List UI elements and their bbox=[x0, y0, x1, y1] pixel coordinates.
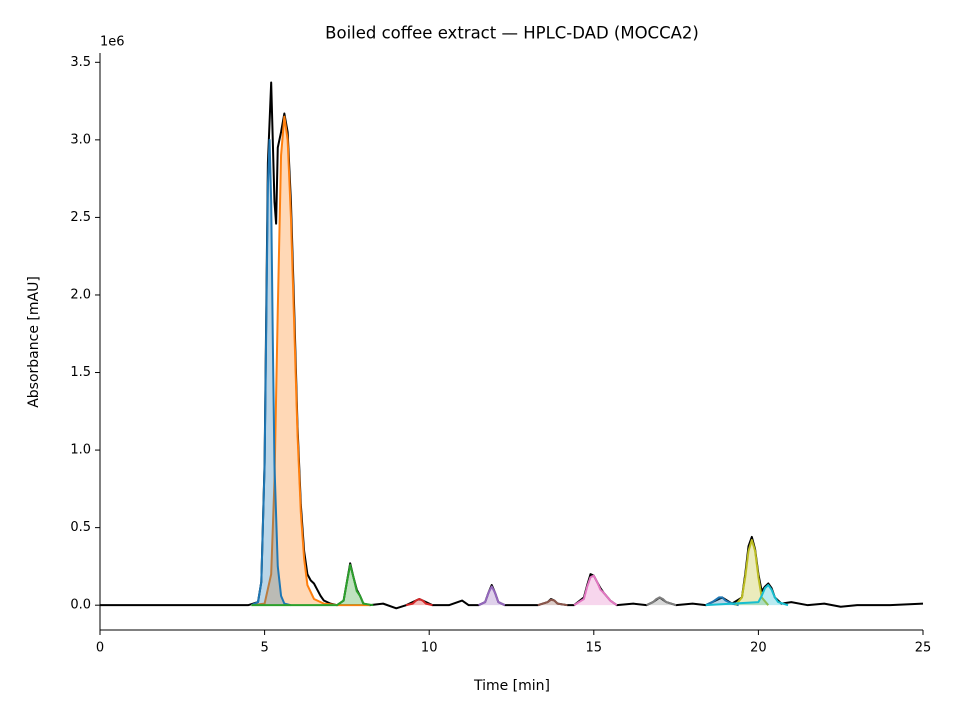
peak-line bbox=[705, 584, 789, 607]
peak-line bbox=[251, 138, 292, 607]
peak-area bbox=[251, 564, 374, 606]
peak-line bbox=[573, 574, 618, 607]
peak-area bbox=[251, 116, 370, 606]
peak-line bbox=[646, 596, 677, 607]
peak-line bbox=[251, 563, 374, 607]
peak-line bbox=[405, 597, 433, 607]
peak-line bbox=[251, 115, 370, 607]
x-tick-label: 0 bbox=[96, 641, 104, 656]
chart-title: Boiled coffee extract — HPLC-DAD (MOCCA2… bbox=[325, 24, 699, 43]
y-tick-label: 1.0 bbox=[70, 443, 91, 458]
y-axis-label: Absorbance [mAU] bbox=[26, 276, 42, 408]
chromatogram-line bbox=[100, 81, 924, 610]
x-tick-label: 20 bbox=[750, 641, 767, 656]
x-tick-label: 5 bbox=[260, 641, 268, 656]
y-tick-label: 0.0 bbox=[70, 598, 91, 613]
y-tick-label: 3.5 bbox=[70, 55, 91, 70]
peak-area bbox=[478, 586, 505, 606]
y-tick-label: 3.0 bbox=[70, 132, 91, 147]
peak-area bbox=[705, 585, 789, 606]
y-tick-label: 0.5 bbox=[70, 520, 91, 535]
peak-line bbox=[478, 585, 506, 607]
y-tick-label: 1.5 bbox=[70, 365, 91, 380]
x-tick-label: 25 bbox=[915, 641, 932, 656]
x-tick-label: 15 bbox=[586, 641, 603, 656]
peak-line bbox=[537, 598, 568, 607]
peak-line bbox=[734, 539, 770, 606]
y-tick-label: 2.5 bbox=[70, 210, 91, 225]
y-tick-label: 2.0 bbox=[70, 287, 91, 302]
y-offset-label: 1e6 bbox=[100, 35, 125, 50]
x-axis-label: Time [min] bbox=[473, 678, 550, 694]
peak-area bbox=[251, 139, 291, 606]
x-tick-label: 10 bbox=[421, 641, 438, 656]
